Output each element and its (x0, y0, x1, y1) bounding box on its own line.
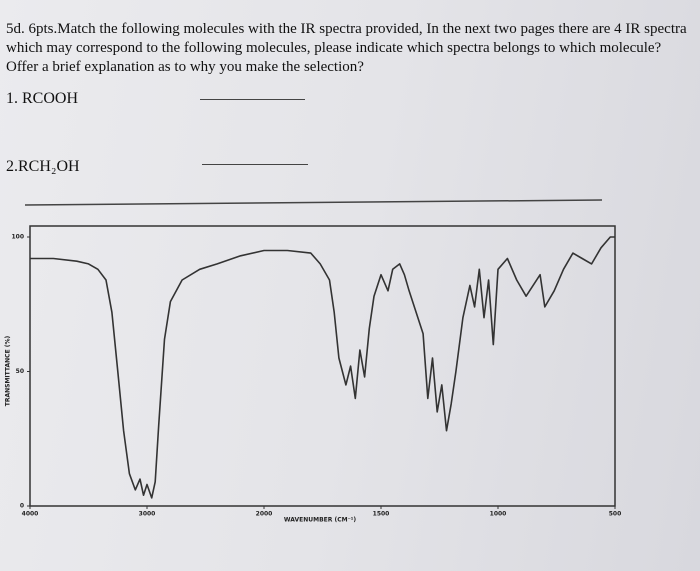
answer-blank (200, 99, 305, 100)
x-tick-label: 1000 (490, 511, 507, 518)
y-tick-label: 0 (20, 503, 24, 510)
y-tick-label: 50 (16, 368, 24, 375)
x-tick-label: 500 (609, 511, 622, 518)
x-tick-label: 1500 (373, 511, 390, 518)
y-axis-label: TRANSMITTANCE (%) (5, 335, 12, 406)
x-axis-label: WAVENUMBER (CM⁻¹) (284, 517, 356, 524)
item: 2.RCH₂OH (6, 158, 80, 175)
y-tick-label: 100 (11, 234, 24, 241)
x-tick-label: 4000 (22, 511, 39, 518)
x-tick-label: 3000 (139, 511, 156, 518)
item: 1. RCOOH (6, 90, 79, 107)
plot-frame (29, 225, 616, 507)
answer-blank (202, 164, 308, 165)
spectrum-line (30, 236, 615, 499)
x-tick-label: 2000 (256, 511, 273, 518)
frame-line (24, 199, 603, 206)
question: 5d. 6pts.Match the following molecules w… (6, 21, 687, 75)
